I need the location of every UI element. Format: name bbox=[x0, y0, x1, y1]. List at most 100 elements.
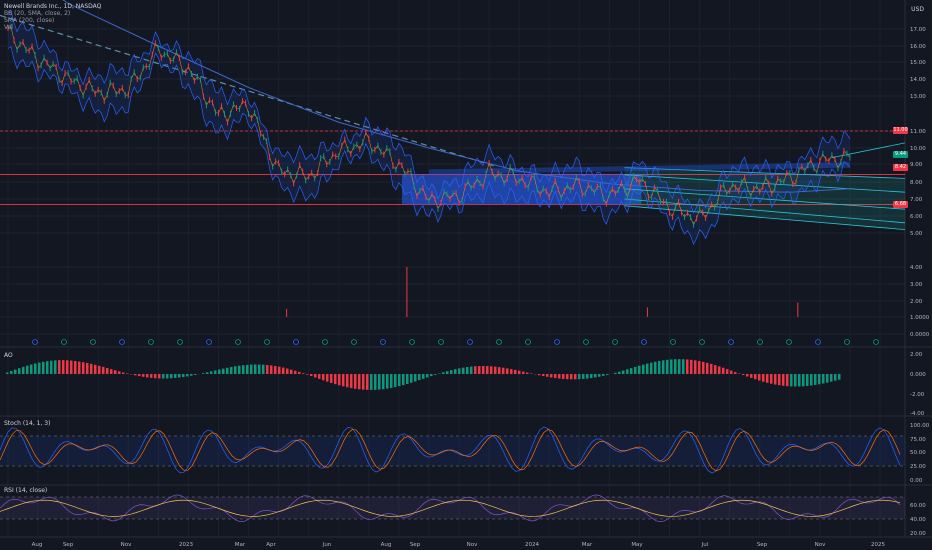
price-tick-label: 0.0000 bbox=[910, 332, 930, 338]
ao-bar bbox=[294, 370, 297, 374]
ao-bar bbox=[782, 374, 785, 386]
price-tick-label: 6.00 bbox=[910, 214, 923, 220]
ao-bar bbox=[150, 374, 153, 378]
ao-bar bbox=[710, 363, 713, 374]
ao-bar bbox=[690, 359, 693, 374]
bollinger-upper bbox=[7, 9, 851, 214]
time-axis: Aug Sep Nov 2023 Mar Apr Jun Aug Sep Nov 2024 Mar Ma… bbox=[32, 542, 886, 548]
ao-bar bbox=[814, 374, 817, 385]
event-marker bbox=[873, 339, 879, 345]
ao-bar bbox=[518, 370, 521, 374]
ao-bar bbox=[522, 371, 525, 374]
ao-bar bbox=[142, 374, 145, 377]
ao-bar bbox=[306, 374, 309, 375]
ao-bar bbox=[62, 360, 65, 374]
ao-bar bbox=[650, 362, 653, 374]
stoch-d bbox=[0, 429, 901, 472]
indicator-vol: Vol bbox=[4, 24, 13, 31]
ao-bar bbox=[274, 365, 277, 374]
ao-bar bbox=[398, 374, 401, 387]
ao-bar bbox=[454, 369, 457, 374]
forecast-line bbox=[831, 142, 906, 158]
ao-bar bbox=[494, 366, 497, 374]
chart-legend: Newell Brands Inc., 1D, NASDAQ BB (20, S… bbox=[4, 3, 101, 31]
ao-bar bbox=[54, 360, 57, 374]
ao-bar bbox=[554, 374, 557, 379]
ao-bar bbox=[682, 359, 685, 374]
ao-bar bbox=[362, 374, 365, 390]
ao-bar bbox=[322, 374, 325, 381]
stoch-tick-label: 100.00 bbox=[910, 423, 930, 429]
event-marker bbox=[786, 339, 792, 345]
event-marker bbox=[409, 339, 415, 345]
ao-bar bbox=[666, 359, 669, 374]
ao-bar bbox=[786, 374, 789, 387]
ao-bar bbox=[298, 371, 301, 374]
ao-bar bbox=[342, 374, 345, 387]
price-tick-label: 17.00 bbox=[910, 27, 926, 33]
channel-line bbox=[624, 167, 906, 179]
rsi-band bbox=[0, 497, 905, 519]
ao-bar bbox=[106, 368, 109, 374]
ao-bar bbox=[22, 366, 25, 374]
trendline-dashed bbox=[0, 14, 495, 167]
ao-bar bbox=[114, 370, 117, 374]
pane-label-ao: AO bbox=[4, 352, 13, 359]
ao-bar bbox=[506, 368, 509, 374]
ao-bar bbox=[86, 362, 89, 374]
channel-line bbox=[624, 188, 906, 210]
ao-bar bbox=[206, 372, 209, 374]
ao-bar bbox=[574, 374, 577, 380]
ao-bar bbox=[214, 370, 217, 374]
time-tick-label: Sep bbox=[757, 542, 768, 548]
event-marker bbox=[554, 339, 560, 345]
ao-bar bbox=[418, 374, 421, 381]
ao-bar bbox=[50, 360, 53, 374]
ao-bar bbox=[654, 361, 657, 374]
ao-bar bbox=[30, 364, 33, 374]
ao-bar bbox=[722, 367, 725, 374]
ao-bar bbox=[70, 360, 73, 374]
ao-bar bbox=[326, 374, 329, 382]
pane-label-rsi: RSI (14, close) bbox=[4, 487, 48, 494]
ao-bar bbox=[58, 360, 61, 374]
ao-bar bbox=[334, 374, 337, 385]
ao-bar bbox=[566, 374, 569, 380]
event-marker bbox=[177, 339, 183, 345]
price-tick-label: 14.00 bbox=[910, 77, 926, 83]
currency-label: USD bbox=[911, 6, 924, 13]
stoch-tick-label: 25.00 bbox=[910, 464, 926, 470]
ao-bar bbox=[490, 366, 493, 374]
event-marker bbox=[264, 339, 270, 345]
ao-bar bbox=[498, 367, 501, 374]
price-axis: 17.00 16.00 15.00 14.00 13.00 11.00 10.00 9.00 8… bbox=[910, 27, 930, 537]
ao-bar bbox=[178, 374, 181, 378]
ao-bar bbox=[778, 374, 781, 386]
ao-bar bbox=[186, 374, 189, 377]
ao-bar bbox=[218, 369, 221, 374]
ao-bar bbox=[350, 374, 353, 389]
ao-bar bbox=[82, 362, 85, 374]
price-tick-label: 4.00 bbox=[910, 265, 923, 271]
event-marker bbox=[206, 339, 212, 345]
ao-bar bbox=[310, 374, 313, 377]
ao-bar bbox=[254, 364, 257, 374]
ao-bar bbox=[598, 374, 601, 377]
ao-bar bbox=[262, 364, 265, 374]
ao-bar bbox=[830, 374, 833, 382]
ao-bar bbox=[278, 366, 281, 374]
ao-bar bbox=[242, 365, 245, 374]
time-tick-label: Nov bbox=[121, 542, 132, 548]
ao-bar bbox=[210, 371, 213, 374]
ao-bar bbox=[642, 364, 645, 374]
ao-bar bbox=[394, 374, 397, 388]
event-marker bbox=[90, 339, 96, 345]
ao-bar bbox=[726, 369, 729, 374]
channel-line bbox=[624, 198, 906, 224]
ao-bar bbox=[430, 374, 433, 377]
ao-bar bbox=[90, 363, 93, 374]
indicator-bb: BB (20, SMA, close, 2) bbox=[4, 10, 71, 17]
event-marker bbox=[148, 339, 154, 345]
ao-bar bbox=[582, 374, 585, 379]
